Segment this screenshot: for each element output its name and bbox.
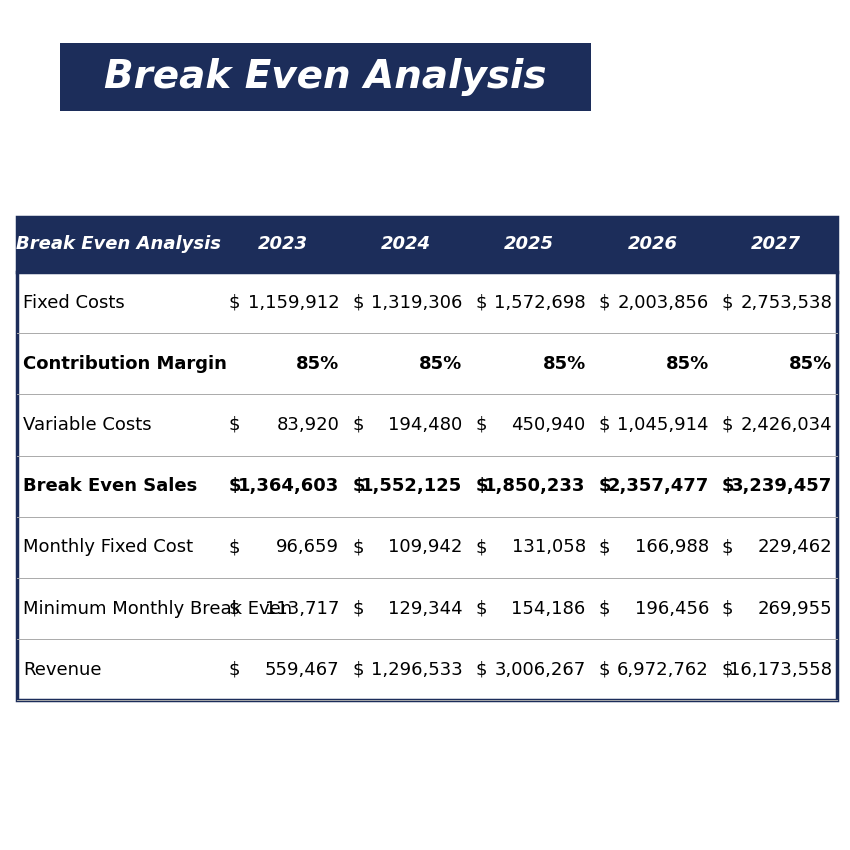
Text: 113,717: 113,717	[265, 599, 339, 618]
FancyBboxPatch shape	[17, 456, 837, 517]
Text: Variable Costs: Variable Costs	[23, 416, 151, 434]
Text: $: $	[598, 293, 610, 312]
Text: Minimum Monthly Break Even: Minimum Monthly Break Even	[23, 599, 292, 618]
FancyBboxPatch shape	[17, 394, 837, 456]
Text: Fixed Costs: Fixed Costs	[23, 293, 125, 312]
Text: $: $	[229, 416, 241, 434]
Text: 2026: 2026	[627, 235, 677, 253]
Text: 131,058: 131,058	[512, 538, 586, 557]
Text: $: $	[598, 538, 610, 557]
Text: 129,344: 129,344	[388, 599, 462, 618]
Text: 1,159,912: 1,159,912	[247, 293, 339, 312]
Text: 194,480: 194,480	[388, 416, 462, 434]
Text: $: $	[722, 416, 734, 434]
Text: Break Even Analysis: Break Even Analysis	[104, 58, 547, 95]
Text: $: $	[352, 660, 364, 679]
Text: 2024: 2024	[381, 235, 431, 253]
Text: 2,426,034: 2,426,034	[740, 416, 832, 434]
Text: 85%: 85%	[666, 354, 709, 373]
Text: 16,173,558: 16,173,558	[729, 660, 832, 679]
Text: 2,357,477: 2,357,477	[608, 477, 709, 496]
Text: 2023: 2023	[258, 235, 308, 253]
Text: 3,239,457: 3,239,457	[731, 477, 832, 496]
Text: $: $	[598, 477, 611, 496]
Text: $: $	[722, 293, 734, 312]
Text: Revenue: Revenue	[23, 660, 101, 679]
FancyBboxPatch shape	[17, 217, 837, 272]
Text: $: $	[352, 538, 364, 557]
Text: $: $	[598, 599, 610, 618]
Text: $: $	[229, 660, 241, 679]
Text: 96,659: 96,659	[276, 538, 339, 557]
Text: $: $	[722, 538, 734, 557]
Text: 2025: 2025	[504, 235, 554, 253]
Text: Monthly Fixed Cost: Monthly Fixed Cost	[23, 538, 193, 557]
Text: 83,920: 83,920	[276, 416, 339, 434]
Text: 166,988: 166,988	[635, 538, 709, 557]
Text: 269,955: 269,955	[757, 599, 832, 618]
Text: $: $	[722, 477, 734, 496]
Text: 85%: 85%	[789, 354, 832, 373]
Text: Contribution Margin: Contribution Margin	[23, 354, 227, 373]
Text: $: $	[475, 538, 487, 557]
Text: 1,364,603: 1,364,603	[238, 477, 339, 496]
Text: $: $	[229, 599, 241, 618]
Text: 1,296,533: 1,296,533	[371, 660, 462, 679]
Text: $: $	[722, 660, 734, 679]
Text: $: $	[475, 293, 487, 312]
FancyBboxPatch shape	[17, 517, 837, 578]
Text: 6,972,762: 6,972,762	[617, 660, 709, 679]
FancyBboxPatch shape	[17, 578, 837, 639]
Text: $: $	[352, 599, 364, 618]
Text: $: $	[598, 416, 610, 434]
Text: 450,940: 450,940	[512, 416, 586, 434]
Text: 3,006,267: 3,006,267	[495, 660, 586, 679]
Text: $: $	[352, 416, 364, 434]
Text: 2,003,856: 2,003,856	[618, 293, 709, 312]
Text: 154,186: 154,186	[512, 599, 586, 618]
Text: $: $	[598, 660, 610, 679]
Text: $: $	[475, 599, 487, 618]
Text: 196,456: 196,456	[635, 599, 709, 618]
FancyBboxPatch shape	[60, 42, 591, 110]
Text: $: $	[229, 538, 241, 557]
Text: 2,753,538: 2,753,538	[740, 293, 832, 312]
FancyBboxPatch shape	[17, 333, 837, 394]
FancyBboxPatch shape	[17, 272, 837, 333]
Text: $: $	[475, 416, 487, 434]
Text: 85%: 85%	[419, 354, 462, 373]
Text: 1,572,698: 1,572,698	[494, 293, 586, 312]
Text: 85%: 85%	[542, 354, 586, 373]
Text: 109,942: 109,942	[388, 538, 462, 557]
Text: 1,552,125: 1,552,125	[361, 477, 462, 496]
Text: 1,045,914: 1,045,914	[617, 416, 709, 434]
Text: Break Even Sales: Break Even Sales	[23, 477, 197, 496]
Text: $: $	[352, 477, 365, 496]
Text: 2027: 2027	[751, 235, 801, 253]
Text: 1,319,306: 1,319,306	[371, 293, 462, 312]
Text: $: $	[722, 599, 734, 618]
Text: 1,850,233: 1,850,233	[484, 477, 586, 496]
Text: 229,462: 229,462	[757, 538, 832, 557]
Text: $: $	[475, 477, 488, 496]
Text: $: $	[229, 477, 241, 496]
Text: Break Even Analysis: Break Even Analysis	[16, 235, 222, 253]
Text: 559,467: 559,467	[264, 660, 339, 679]
Text: 85%: 85%	[296, 354, 339, 373]
FancyBboxPatch shape	[17, 639, 837, 700]
Text: $: $	[352, 293, 364, 312]
Text: $: $	[475, 660, 487, 679]
Text: $: $	[229, 293, 241, 312]
